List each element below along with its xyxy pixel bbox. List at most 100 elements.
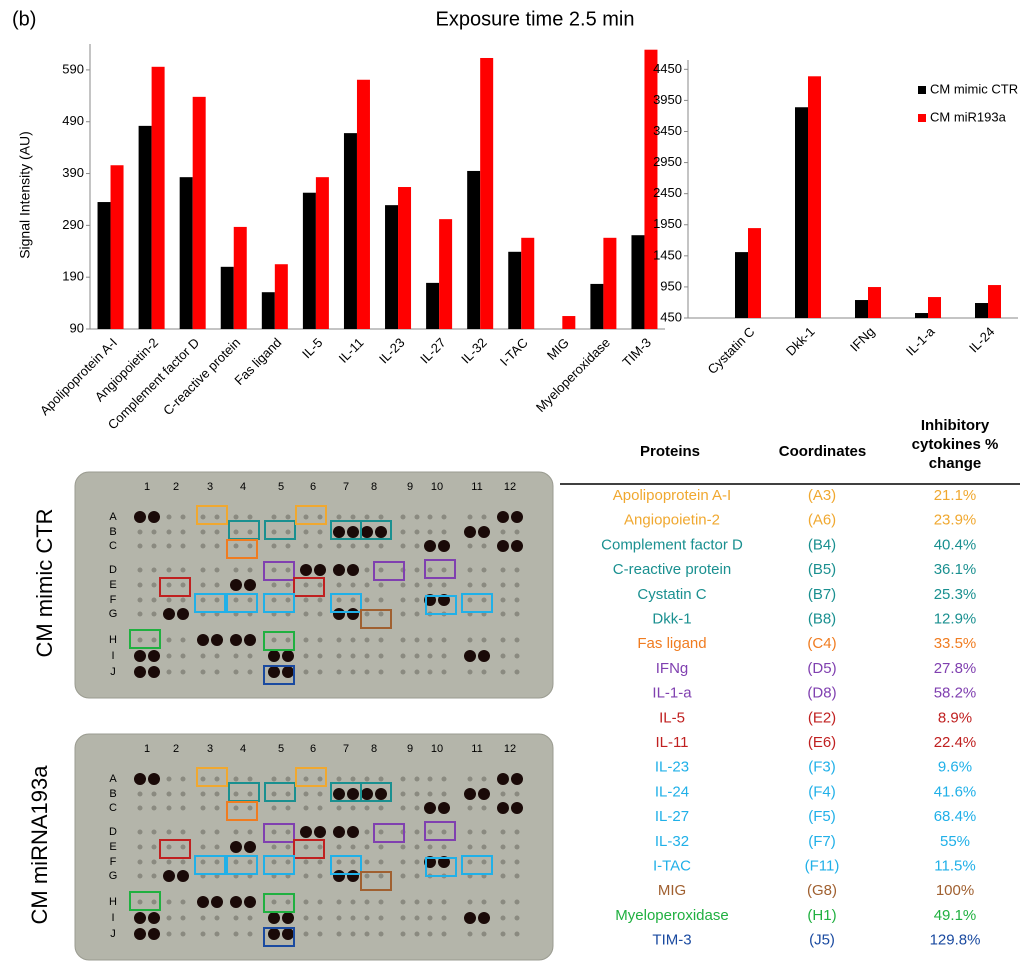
- spot: [401, 544, 406, 549]
- spot: [351, 932, 356, 937]
- spot: [138, 860, 143, 865]
- table-cell: 12.9%: [934, 610, 977, 627]
- spot: [318, 860, 323, 865]
- spot: [415, 932, 420, 937]
- table-cell: (D5): [807, 660, 836, 677]
- spot: [134, 650, 146, 662]
- spot: [515, 583, 520, 588]
- spot: [248, 568, 253, 573]
- spot: [379, 932, 384, 937]
- spot: [167, 654, 172, 659]
- spot: [468, 845, 473, 850]
- spot: [379, 806, 384, 811]
- spot: [300, 564, 312, 576]
- membrane: 123456789101112ABCDEFGHIJ: [75, 734, 553, 960]
- spot: [201, 583, 206, 588]
- row-letter: C: [109, 802, 117, 814]
- spot: [401, 515, 406, 520]
- spot: [365, 932, 370, 937]
- spot: [152, 874, 157, 879]
- spot: [482, 900, 487, 905]
- spot: [268, 666, 280, 678]
- table-cell: 36.1%: [934, 561, 977, 578]
- spot: [248, 777, 253, 782]
- spot: [304, 874, 309, 879]
- spot: [215, 777, 220, 782]
- spot: [148, 650, 160, 662]
- spot: [424, 540, 436, 552]
- spot: [511, 540, 523, 552]
- spot: [515, 874, 520, 879]
- spot: [401, 638, 406, 643]
- spot: [515, 568, 520, 573]
- spot: [401, 612, 406, 617]
- spot: [347, 608, 359, 620]
- spot: [478, 526, 490, 538]
- spot: [337, 583, 342, 588]
- spot: [515, 612, 520, 617]
- legend-label: CM mimic CTR: [930, 81, 1018, 96]
- spot: [167, 860, 172, 865]
- spot: [337, 900, 342, 905]
- spot: [428, 583, 433, 588]
- spot: [138, 845, 143, 850]
- spot: [138, 568, 143, 573]
- spot: [268, 912, 280, 924]
- spot: [379, 874, 384, 879]
- spot: [272, 530, 277, 535]
- spot: [181, 792, 186, 797]
- spot: [272, 806, 277, 811]
- spot: [167, 583, 172, 588]
- table-cell: C-reactive protein: [613, 561, 731, 578]
- spot: [428, 530, 433, 535]
- spot: [515, 916, 520, 921]
- spot: [379, 638, 384, 643]
- spot: [234, 568, 239, 573]
- spot: [244, 579, 256, 591]
- spot: [515, 654, 520, 659]
- spot: [351, 598, 356, 603]
- spot: [442, 638, 447, 643]
- spot: [379, 598, 384, 603]
- spot: [318, 638, 323, 643]
- table-cell: 49.1%: [934, 907, 977, 924]
- spot: [347, 870, 359, 882]
- table-cell: (E2): [808, 709, 836, 726]
- spot: [318, 583, 323, 588]
- spot: [501, 860, 506, 865]
- spot: [515, 860, 520, 865]
- spot: [515, 845, 520, 850]
- spot: [286, 806, 291, 811]
- spot: [215, 845, 220, 850]
- row-letter: G: [109, 608, 118, 620]
- spot: [442, 777, 447, 782]
- spot: [148, 666, 160, 678]
- spot: [201, 598, 206, 603]
- table-cell: 21.1%: [934, 487, 977, 504]
- spot: [401, 777, 406, 782]
- spot: [318, 916, 323, 921]
- spot: [511, 511, 523, 523]
- y-tick-label: 450: [660, 309, 682, 324]
- spot: [497, 540, 509, 552]
- x-tick-label: TIM-3: [619, 335, 654, 370]
- spot: [501, 932, 506, 937]
- spot: [401, 845, 406, 850]
- spot: [215, 916, 220, 921]
- spot: [181, 830, 186, 835]
- spot: [148, 928, 160, 940]
- spot: [152, 530, 157, 535]
- column-number: 4: [240, 481, 246, 493]
- legend-swatch: [918, 114, 926, 122]
- table-cell: 22.4%: [934, 734, 977, 751]
- spot: [138, 598, 143, 603]
- spot: [515, 530, 520, 535]
- spot: [482, 830, 487, 835]
- spot: [211, 896, 223, 908]
- spot: [230, 841, 242, 853]
- spot: [415, 900, 420, 905]
- spot: [365, 845, 370, 850]
- spot: [272, 845, 277, 850]
- spot: [482, 515, 487, 520]
- spot: [501, 654, 506, 659]
